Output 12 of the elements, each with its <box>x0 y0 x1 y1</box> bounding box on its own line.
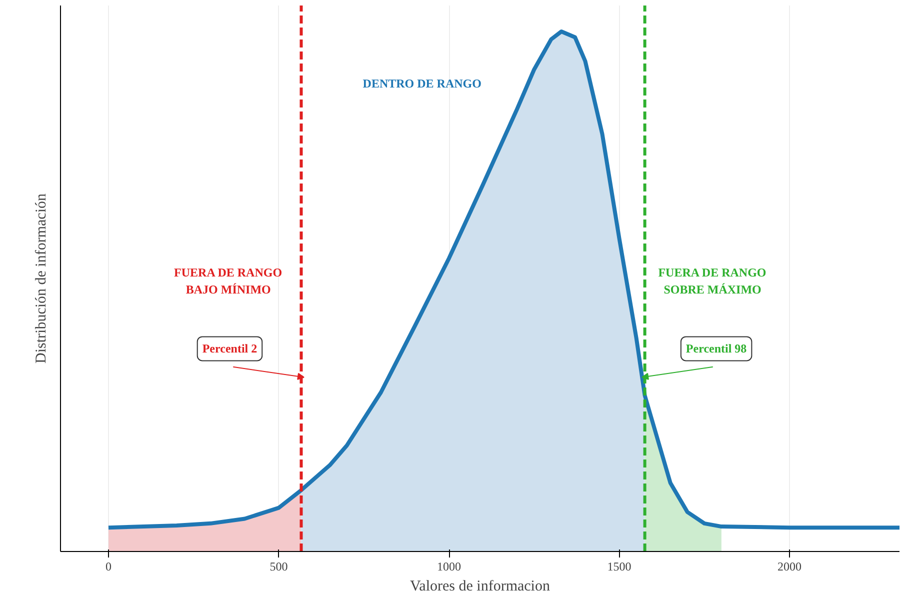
y-axis-title: Distribución de información <box>34 193 50 364</box>
annotation: FUERA DE RANGO SOBRE MÁXIMO <box>658 266 766 296</box>
ref-line-label: Percentil 98 <box>686 342 747 356</box>
annotation: FUERA DE RANGO BAJO MÍNIMO <box>174 266 282 296</box>
x-tick-label: 1500 <box>607 560 632 574</box>
x-axis-title: Valores de informacion <box>410 578 550 594</box>
x-tick-label: 1000 <box>437 560 462 574</box>
annotation: DENTRO DE RANGO <box>362 76 482 90</box>
x-tick-label: 0 <box>106 560 112 574</box>
x-tick-label: 2000 <box>778 560 802 574</box>
ref-line-label: Percentil 2 <box>202 342 258 356</box>
x-tick-label: 500 <box>270 560 288 574</box>
